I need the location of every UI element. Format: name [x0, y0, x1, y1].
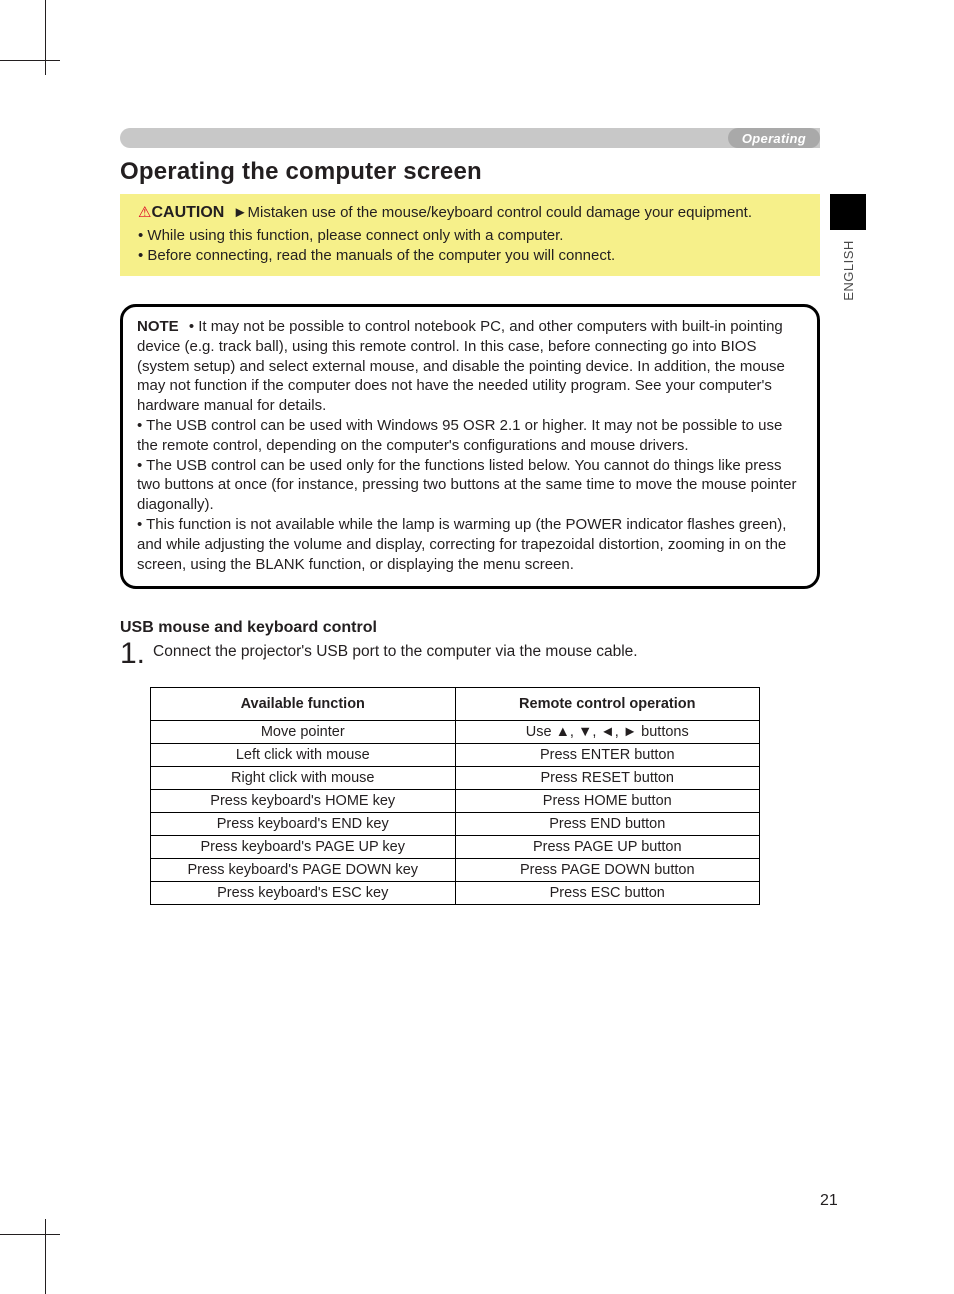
note-box: NOTE • It may not be possible to control…: [120, 304, 820, 589]
table-cell: Press keyboard's END key: [151, 813, 456, 836]
table-cell: Press ESC button: [455, 882, 760, 905]
caution-arrow-glyph: ►: [233, 204, 248, 221]
section-label: Operating: [742, 131, 806, 146]
table-cell: Press ENTER button: [455, 744, 760, 767]
table-cell: Press keyboard's PAGE UP key: [151, 836, 456, 859]
table-header: Remote control operation: [455, 688, 760, 721]
caution-bullet: • While using this function, please conn…: [138, 226, 804, 246]
page-title: Operating the computer screen: [120, 158, 820, 186]
caution-label: CAUTION: [151, 204, 224, 221]
page-number: 21: [820, 1192, 838, 1210]
side-tab: [830, 194, 866, 230]
crop-mark: [0, 1234, 60, 1235]
crop-mark: [0, 60, 60, 61]
section-bar: Operating: [120, 128, 820, 148]
caution-box: ⚠CAUTION ►Mistaken use of the mouse/keyb…: [120, 194, 820, 276]
warning-icon: ⚠: [138, 204, 151, 221]
note-label: NOTE: [137, 318, 179, 335]
table-cell: Press HOME button: [455, 790, 760, 813]
step-number: 1.: [120, 639, 145, 669]
table-cell: Use ▲, ▼, ◄, ► buttons: [455, 721, 760, 744]
section-pill: Operating: [728, 128, 820, 148]
table-row: Move pointerUse ▲, ▼, ◄, ► buttons: [151, 721, 760, 744]
caution-lead: Mistaken use of the mouse/keyboard contr…: [248, 204, 752, 221]
table-row: Press keyboard's PAGE DOWN keyPress PAGE…: [151, 859, 760, 882]
table-cell: Move pointer: [151, 721, 456, 744]
table-row: Press keyboard's PAGE UP keyPress PAGE U…: [151, 836, 760, 859]
step-text: Connect the projector's USB port to the …: [153, 639, 638, 661]
table-cell: Press PAGE UP button: [455, 836, 760, 859]
table-cell: Press keyboard's HOME key: [151, 790, 456, 813]
crop-mark: [45, 1219, 46, 1294]
note-para: • It may not be possible to control note…: [137, 318, 785, 414]
table-cell: Press keyboard's PAGE DOWN key: [151, 859, 456, 882]
step-1: 1. Connect the projector's USB port to t…: [120, 639, 820, 669]
table-header: Available function: [151, 688, 456, 721]
language-tab: ENGLISH: [832, 235, 864, 305]
note-para: • The USB control can be used with Windo…: [137, 416, 803, 456]
table-cell: Press RESET button: [455, 767, 760, 790]
table-row: Right click with mousePress RESET button: [151, 767, 760, 790]
crop-mark: [45, 0, 46, 75]
note-para: • This function is not available while t…: [137, 515, 803, 574]
table-row: Left click with mousePress ENTER button: [151, 744, 760, 767]
language-label: ENGLISH: [841, 240, 856, 301]
table-cell: Press END button: [455, 813, 760, 836]
table-cell: Press PAGE DOWN button: [455, 859, 760, 882]
table-row: Press keyboard's END keyPress END button: [151, 813, 760, 836]
usb-heading: USB mouse and keyboard control: [120, 619, 820, 637]
table-cell: Right click with mouse: [151, 767, 456, 790]
table-cell: Press keyboard's ESC key: [151, 882, 456, 905]
table-cell: Left click with mouse: [151, 744, 456, 767]
function-table: Available function Remote control operat…: [150, 687, 760, 905]
content-area: Operating the computer screen ⚠CAUTION ►…: [120, 158, 820, 905]
table-row: Press keyboard's ESC keyPress ESC button: [151, 882, 760, 905]
caution-bullet: • Before connecting, read the manuals of…: [138, 246, 804, 266]
note-para: • The USB control can be used only for t…: [137, 456, 803, 515]
table-row: Press keyboard's HOME keyPress HOME butt…: [151, 790, 760, 813]
